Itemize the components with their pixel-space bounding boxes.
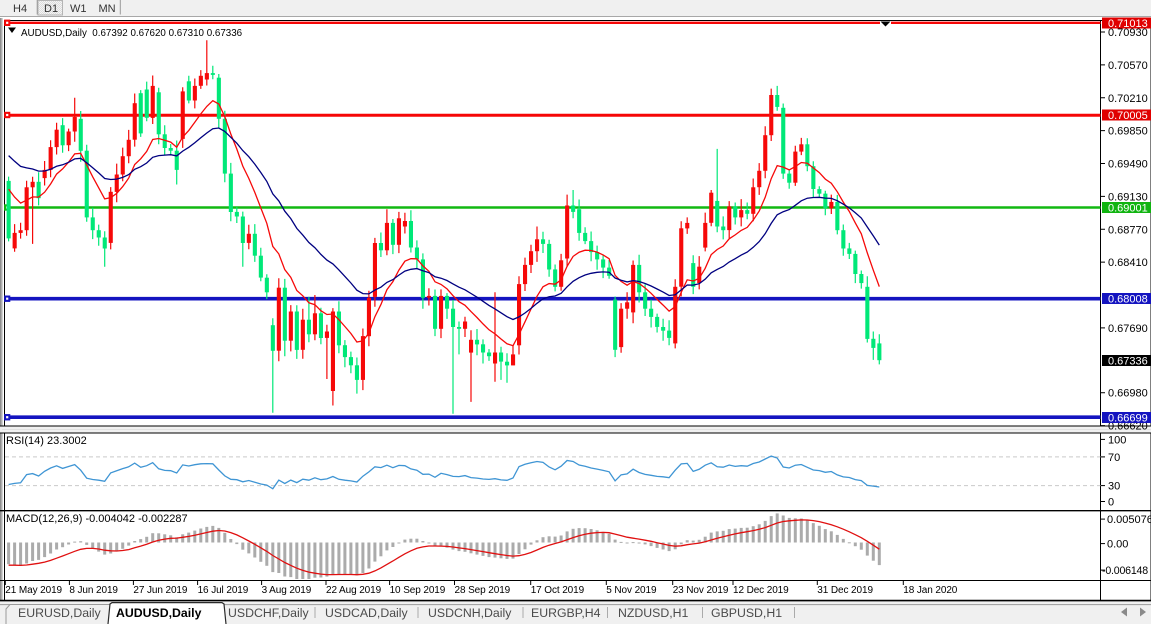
svg-text:0: 0 xyxy=(1108,497,1114,509)
svg-text:EURUSD,Daily: EURUSD,Daily xyxy=(18,606,102,620)
svg-text:AUDUSD,Daily 0.67392 0.67620: AUDUSD,Daily 0.67392 0.67620 0.67310 0.6… xyxy=(21,28,243,39)
svg-text:0.67336: 0.67336 xyxy=(1108,356,1148,368)
svg-text:70: 70 xyxy=(1108,452,1120,464)
svg-text:RSI(14) 23.3002: RSI(14) 23.3002 xyxy=(6,435,87,447)
svg-text:-0.006148: -0.006148 xyxy=(1102,565,1148,577)
svg-text:W1: W1 xyxy=(70,3,87,15)
svg-text:H4: H4 xyxy=(13,3,27,15)
svg-text:8 Jun 2019: 8 Jun 2019 xyxy=(69,585,118,596)
svg-text:USDCAD,Daily: USDCAD,Daily xyxy=(325,606,409,620)
svg-text:17 Oct 2019: 17 Oct 2019 xyxy=(531,585,585,596)
svg-text:0.66620: 0.66620 xyxy=(1108,421,1148,433)
svg-text:NZDUSD,H1: NZDUSD,H1 xyxy=(618,606,689,620)
svg-text:USDCNH,Daily: USDCNH,Daily xyxy=(428,606,512,620)
svg-text:0.70930: 0.70930 xyxy=(1108,27,1148,39)
svg-text:0.69850: 0.69850 xyxy=(1108,126,1148,138)
svg-text:27 Jun 2019: 27 Jun 2019 xyxy=(133,585,187,596)
svg-text:0.67690: 0.67690 xyxy=(1108,323,1148,335)
svg-text:0.68410: 0.68410 xyxy=(1108,257,1148,269)
svg-text:30: 30 xyxy=(1108,481,1120,493)
svg-text:0.68770: 0.68770 xyxy=(1108,224,1148,236)
svg-text:3 Aug 2019: 3 Aug 2019 xyxy=(262,585,312,596)
svg-text:USDCHF,Daily: USDCHF,Daily xyxy=(228,606,309,620)
svg-text:AUDUSD,Daily: AUDUSD,Daily xyxy=(116,606,202,620)
svg-text:0.68008: 0.68008 xyxy=(1108,294,1148,306)
svg-text:31 Dec 2019: 31 Dec 2019 xyxy=(817,585,873,596)
svg-text:MACD(12,26,9) -0.004042 -0.002: MACD(12,26,9) -0.004042 -0.002287 xyxy=(6,513,188,525)
svg-text:28 Sep 2019: 28 Sep 2019 xyxy=(455,585,511,596)
svg-text:D1: D1 xyxy=(44,3,58,15)
svg-text:0.66699: 0.66699 xyxy=(1108,413,1148,425)
svg-text:0.70005: 0.70005 xyxy=(1108,110,1148,122)
svg-text:0.69490: 0.69490 xyxy=(1108,159,1148,171)
svg-text:0.69001: 0.69001 xyxy=(1108,203,1148,215)
svg-text:18 Jan 2020: 18 Jan 2020 xyxy=(903,585,957,596)
svg-text:0.66980: 0.66980 xyxy=(1108,388,1148,400)
svg-text:5 Nov 2019: 5 Nov 2019 xyxy=(606,585,657,596)
svg-text:21 May 2019: 21 May 2019 xyxy=(5,585,62,596)
svg-text:16 Jul 2019: 16 Jul 2019 xyxy=(198,585,249,596)
svg-text:22 Aug 2019: 22 Aug 2019 xyxy=(326,585,382,596)
svg-text:0.70210: 0.70210 xyxy=(1108,93,1148,105)
svg-text:0.005076: 0.005076 xyxy=(1107,514,1151,526)
svg-text:EURGBP,H4: EURGBP,H4 xyxy=(531,606,601,620)
svg-text:MN: MN xyxy=(99,3,116,15)
svg-text:23 Nov 2019: 23 Nov 2019 xyxy=(673,585,729,596)
svg-text:GBPUSD,H1: GBPUSD,H1 xyxy=(711,606,782,620)
svg-text:0.71013: 0.71013 xyxy=(1108,18,1148,30)
svg-text:0.00: 0.00 xyxy=(1107,539,1128,551)
svg-text:100: 100 xyxy=(1108,434,1126,446)
svg-text:12 Dec 2019: 12 Dec 2019 xyxy=(733,585,789,596)
svg-text:0.70570: 0.70570 xyxy=(1108,60,1148,72)
svg-text:10 Sep 2019: 10 Sep 2019 xyxy=(390,585,446,596)
svg-text:0.69130: 0.69130 xyxy=(1108,191,1148,203)
